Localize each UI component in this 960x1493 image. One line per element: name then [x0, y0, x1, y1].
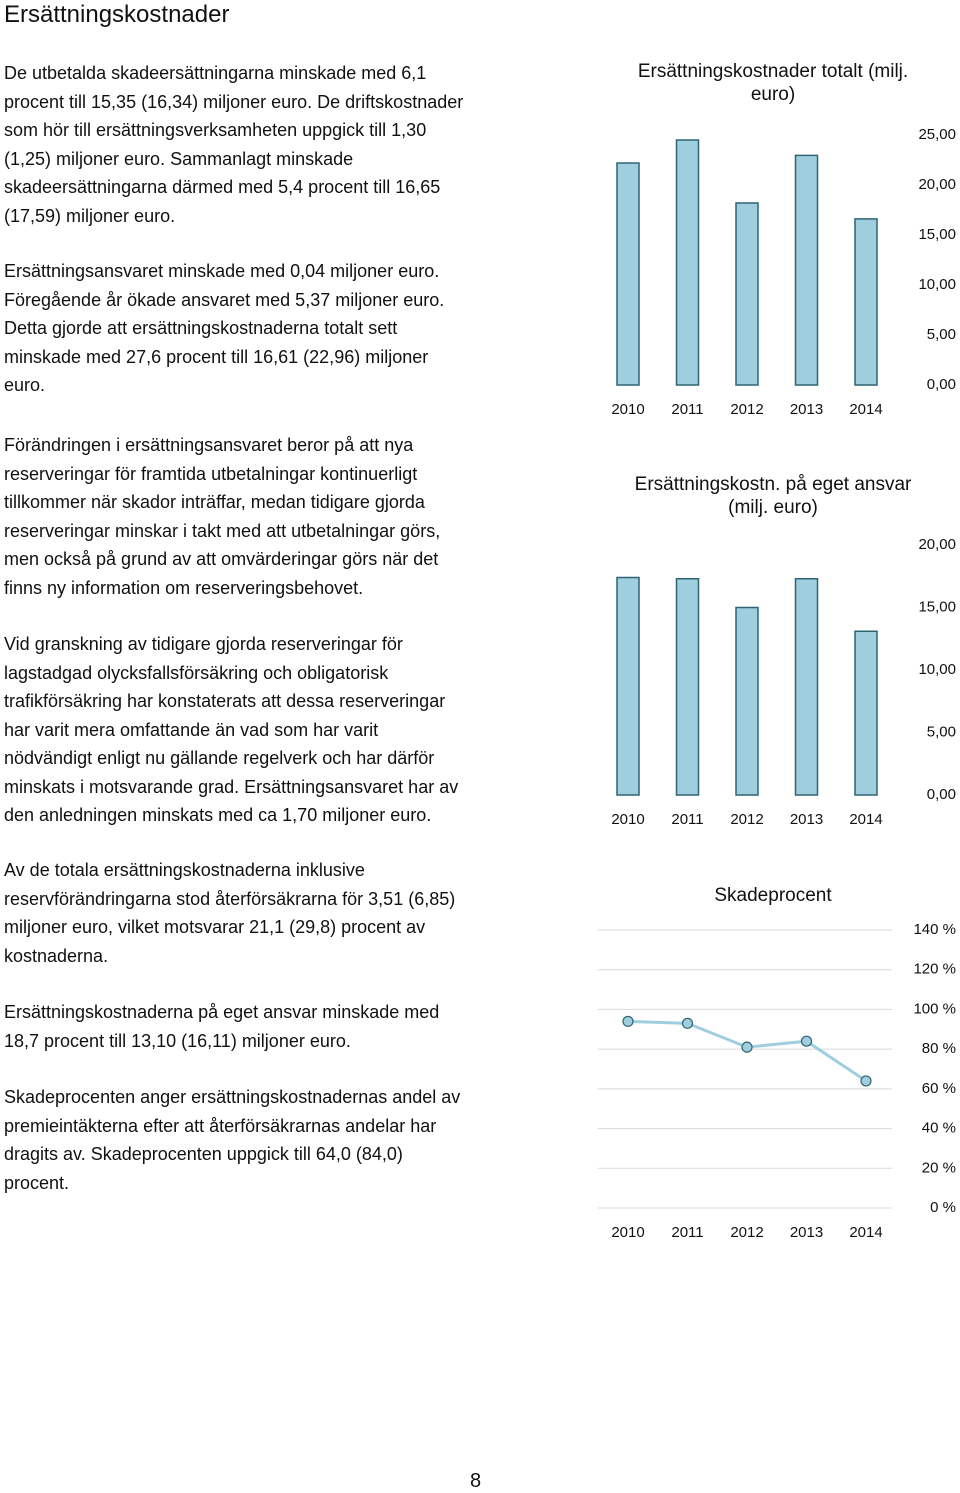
text-line: lagstadgad olycksfallsförsäkring och obl… — [4, 662, 389, 683]
paragraph: De utbetalda skadeersättningarna minskad… — [4, 59, 463, 230]
text-line: tillkommer när skador inträffar, medan t… — [4, 492, 425, 512]
chart-title: Skadeprocent — [714, 885, 832, 906]
y-tick-label: 20 % — [922, 1159, 956, 1176]
text-line: euro. — [4, 375, 46, 395]
text-line: reservförändringarna stod återförsäkrarn… — [4, 888, 456, 909]
y-tick-label: 5,00 — [927, 326, 956, 343]
y-tick-label: 10,00 — [918, 276, 956, 293]
text-line: dragits av. Skadeprocenten uppgick till … — [4, 1144, 403, 1164]
bar — [735, 202, 759, 386]
text-line: De utbetalda skadeersättningarna minskad… — [4, 63, 427, 83]
y-tick-label: 5,00 — [927, 723, 956, 740]
x-tick-label: 2013 — [790, 1224, 823, 1241]
text-line: reserveringar för framtida utbetalningar… — [4, 463, 418, 484]
text-line: procent. — [4, 1172, 70, 1193]
bar — [675, 578, 700, 796]
text-line: Föregående år ökade ansvaret med 5,37 mi… — [4, 289, 445, 310]
page-title: Ersättningskostnader — [4, 1, 230, 28]
text-line: 18,7 procent till 13,10 (16,11) miljoner… — [4, 1030, 351, 1051]
y-tick-label: 60 % — [922, 1080, 956, 1097]
y-tick-label: 15,00 — [918, 598, 956, 615]
x-tick-label: 2014 — [849, 1224, 882, 1241]
x-tick-label: 2014 — [849, 811, 882, 828]
y-tick-label: 15,00 — [918, 226, 956, 243]
text-line: den anledningen minskats med ca 1,70 mil… — [4, 805, 432, 825]
text-line: har varit mera omfattande än vad som har… — [4, 719, 379, 740]
x-tick-label: 2014 — [849, 401, 882, 418]
text-line: Av de totala ersättningskostnaderna inkl… — [4, 860, 365, 880]
marker — [622, 1015, 634, 1027]
x-tick-label: 2010 — [611, 401, 644, 418]
text-line: trafikförsäkring har konstaterats att de… — [4, 691, 446, 711]
text-line: Vid granskning av tidigare gjorda reserv… — [4, 634, 403, 654]
y-tick-label: 0,00 — [927, 376, 956, 393]
y-tick-label: 140 % — [913, 921, 956, 938]
paragraph: Ersättningskostnaderna på eget ansvar mi… — [4, 998, 439, 1055]
paragraph: Ersättningsansvaret minskade med 0,04 mi… — [4, 257, 444, 400]
text-line: men också på grund av att omvärderingar … — [4, 549, 439, 569]
x-tick-label: 2013 — [790, 401, 823, 418]
y-tick-label: 10,00 — [918, 661, 956, 678]
text-line: procent till 15,35 (16,34) miljoner euro… — [4, 91, 464, 112]
text-line: Ersättningskostnaderna på eget ansvar mi… — [4, 1002, 440, 1022]
paragraph: Av de totala ersättningskostnaderna inkl… — [4, 856, 455, 970]
text-line: Ersättningsansvaret minskade med 0,04 mi… — [4, 261, 440, 281]
x-tick-label: 2011 — [671, 401, 703, 418]
paragraph: Vid granskning av tidigare gjorda reserv… — [4, 630, 458, 830]
text-line: reserveringar minskar i takt med att utb… — [4, 520, 441, 541]
text-line: minskats i motsvarande grad. Ersättnings… — [4, 776, 459, 797]
bar — [735, 606, 759, 796]
y-tick-label: 20,00 — [918, 536, 956, 553]
text-line: Förändringen i ersättningsansvaret beror… — [4, 435, 414, 455]
paragraph: Skadeprocenten anger ersättningskostnade… — [4, 1083, 460, 1197]
marker — [681, 1017, 694, 1029]
y-tick-label: 80 % — [922, 1040, 956, 1057]
bar — [616, 576, 640, 796]
x-tick-label: 2012 — [730, 811, 763, 828]
text-line: nödvändigt enligt nu gällande regelverk … — [4, 748, 435, 768]
text-line: finns ny information om reserveringsbeho… — [4, 577, 364, 598]
x-tick-label: 2013 — [790, 811, 823, 828]
x-tick-label: 2011 — [671, 1224, 703, 1241]
text-line: Detta gjorde att ersättningskostnaderna … — [4, 318, 398, 338]
y-tick-label: 120 % — [913, 961, 956, 978]
text-line: premieintäkterna efter att återförsäkrar… — [4, 1115, 437, 1136]
bar — [794, 154, 819, 386]
text-line: Skadeprocenten anger ersättningskostnade… — [4, 1087, 461, 1107]
x-tick-label: 2010 — [611, 1224, 644, 1241]
y-tick-label: 100 % — [913, 1000, 956, 1017]
bar — [616, 162, 640, 386]
marker — [860, 1075, 872, 1087]
chart-title: Ersättningskostnader totalt (milj. euro) — [637, 61, 909, 105]
marker — [800, 1035, 813, 1047]
y-tick-label: 0,00 — [927, 786, 956, 803]
bar — [854, 218, 878, 386]
bar — [675, 139, 700, 386]
text-line: (17,59) miljoner euro. — [4, 205, 176, 226]
y-tick-label: 20,00 — [918, 176, 956, 193]
bar — [854, 630, 878, 796]
y-tick-label: 0 % — [930, 1199, 956, 1216]
text-line: (1,25) miljoner euro. Sammanlagt minskad… — [4, 148, 354, 169]
chart-title: Ersättningskostn. på eget ansvar (milj. … — [634, 474, 912, 518]
text-line: skadeersättningarna därmed med 5,4 proce… — [4, 177, 441, 197]
paragraph: Förändringen i ersättningsansvaret beror… — [4, 431, 440, 602]
text-line: som hör till ersättningsverksamheten upp… — [4, 120, 427, 140]
x-tick-label: 2011 — [671, 811, 703, 828]
text-line: kostnaderna. — [4, 945, 109, 966]
x-tick-label: 2010 — [611, 811, 644, 828]
page-number: 8 — [470, 1470, 482, 1492]
text-line: miljoner euro, vilket motsvarar 21,1 (29… — [4, 917, 426, 937]
y-tick-label: 40 % — [922, 1120, 956, 1137]
y-tick-label: 25,00 — [918, 126, 956, 143]
text-line: minskade med 27,6 procent till 16,61 (22… — [4, 346, 429, 367]
x-tick-label: 2012 — [730, 401, 763, 418]
bar — [794, 578, 819, 796]
x-tick-label: 2012 — [730, 1224, 763, 1241]
marker — [741, 1041, 753, 1053]
